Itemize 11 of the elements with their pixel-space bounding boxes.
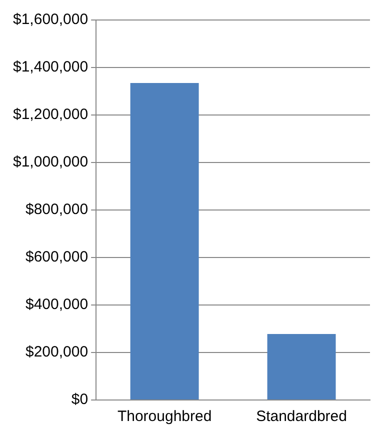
y-tick-label: $1,200,000	[12, 106, 88, 124]
x-tick-label: Standardbred	[256, 408, 347, 426]
y-tick-label: $1,600,000	[12, 11, 88, 28]
y-tick-label: $200,000	[25, 344, 88, 361]
y-tick-label: $800,000	[25, 201, 88, 218]
y-tick-label: $400,000	[25, 296, 88, 314]
y-tick-label: $0	[71, 391, 88, 408]
y-tick-label: $1,400,000	[12, 58, 88, 76]
y-tick-label: $1,000,000	[12, 154, 88, 171]
y-tick-label: $600,000	[25, 248, 88, 266]
x-tick-label: Thoroughbred	[117, 408, 212, 426]
